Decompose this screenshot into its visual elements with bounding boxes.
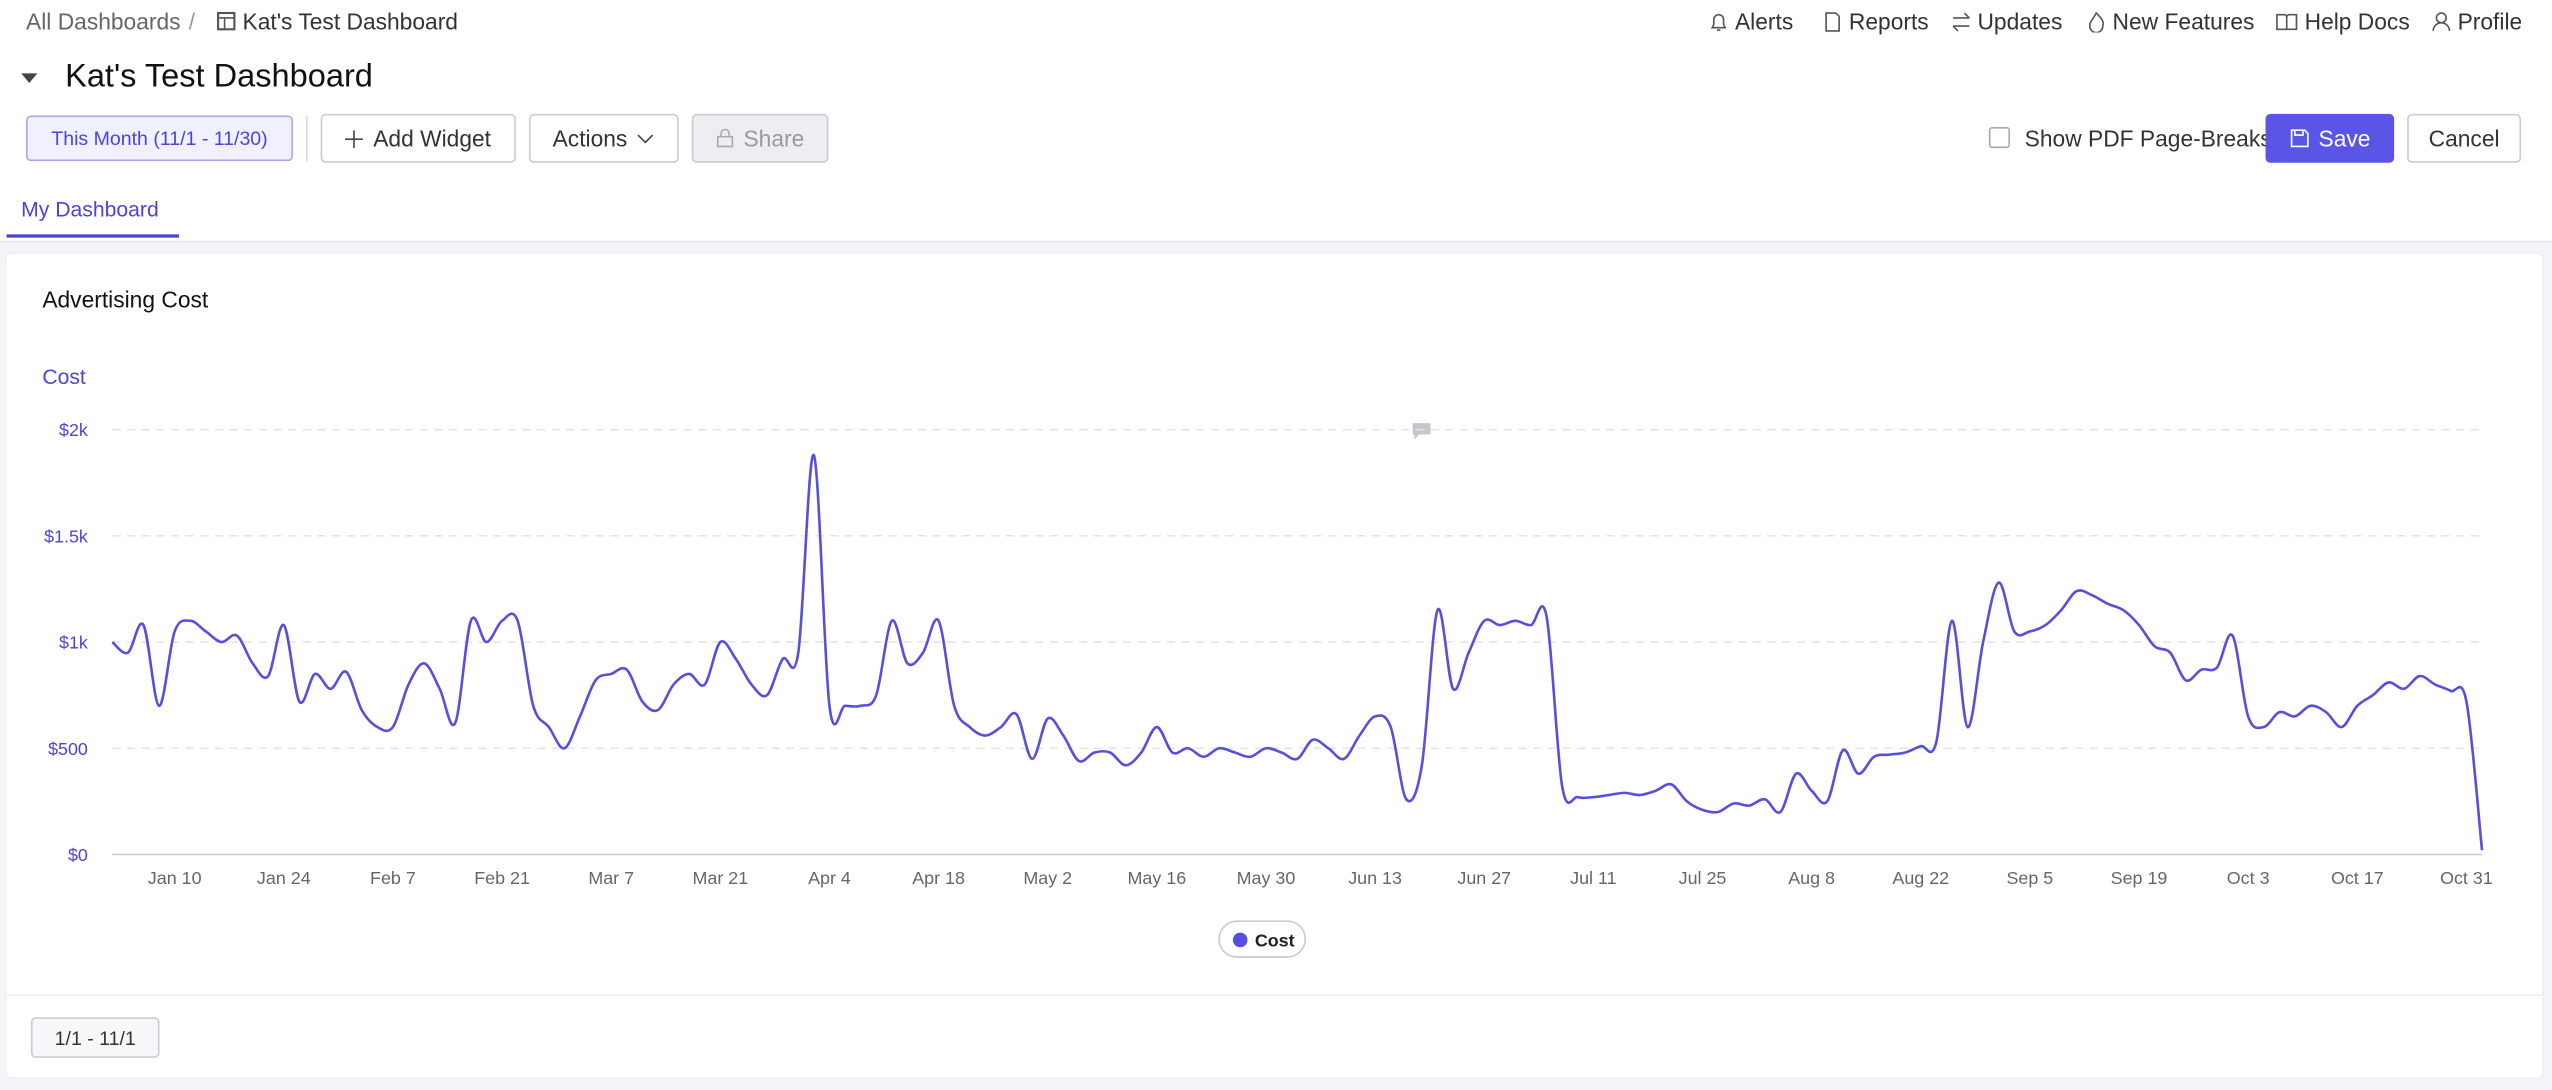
x-tick-label: Aug 22 (1892, 868, 1949, 888)
y-tick-label: $0 (68, 845, 88, 865)
footer-range[interactable]: 1/1 - 11/1 (30, 1017, 160, 1058)
nav-text: Help Docs (2304, 8, 2410, 35)
nav-new-features[interactable]: New Features (2087, 8, 2255, 35)
button-text: Add Widget (373, 125, 492, 152)
cancel-button[interactable]: Cancel (2407, 113, 2522, 163)
nav-text: New Features (2112, 8, 2255, 35)
x-tick-label: Jun 13 (1348, 868, 1402, 888)
nav-text: Updates (1977, 8, 2063, 35)
x-tick-label: Jan 10 (148, 868, 202, 888)
x-tick-label: May 30 (1237, 868, 1296, 888)
x-tick-label: Jan 24 (257, 868, 311, 888)
dashboard-title: Kat's Test Dashboard (65, 58, 373, 95)
comment-icon[interactable] (1412, 423, 1431, 440)
x-tick-label: Feb 21 (474, 868, 530, 888)
x-tick-label: Sep 5 (2007, 868, 2054, 888)
nav-text: Alerts (1734, 8, 1794, 35)
nav-updates[interactable]: Updates (1951, 8, 2062, 34)
breadcrumb-separator: / (188, 8, 196, 35)
add-widget-button[interactable]: Add Widget (320, 113, 516, 163)
nav-text: Reports (1848, 8, 1929, 35)
y-tick-label: $1k (59, 633, 88, 653)
nav-help-docs[interactable]: Help Docs (2275, 8, 2410, 35)
widget-title: Advertising Cost (42, 286, 209, 313)
x-tick-label: Feb 7 (370, 868, 416, 888)
x-tick-label: Jun 27 (1457, 868, 1511, 888)
x-tick-label: Oct 17 (2331, 868, 2384, 888)
y-tick-label: $1.5k (44, 526, 88, 546)
x-tick-label: Apr 4 (808, 868, 851, 888)
tab-label[interactable]: My Dashboard (21, 196, 159, 222)
x-tick-label: Oct 3 (2227, 868, 2270, 888)
nav-alerts[interactable]: Alerts (1709, 8, 1793, 34)
pdf-checkbox[interactable] (1988, 126, 2011, 149)
legend-swatch (1232, 932, 1248, 948)
x-tick-label: May 16 (1128, 868, 1187, 888)
actions-button[interactable]: Actions (528, 113, 679, 163)
tab-underline (6, 234, 180, 238)
divider (305, 115, 308, 162)
button-text: Save (2318, 125, 2371, 152)
date-range-button[interactable]: This Month (11/1 - 11/30) (26, 115, 293, 162)
x-tick-label: Apr 18 (912, 868, 965, 888)
nav-reports[interactable]: Reports (1823, 8, 1929, 34)
widget-divider (6, 994, 2543, 997)
save-button[interactable]: Save (2265, 113, 2395, 163)
y-axis-title: Cost (42, 366, 86, 389)
breadcrumb-link[interactable]: All Dashboards (26, 8, 181, 35)
collapse-toggle[interactable] (21, 73, 38, 86)
x-tick-label: Sep 19 (2111, 868, 2168, 888)
y-tick-label: $500 (48, 739, 88, 759)
breadcrumb-current: Kat's Test Dashboard (242, 8, 458, 35)
x-tick-label: Mar 21 (692, 868, 748, 888)
share-button[interactable]: Share (691, 113, 829, 163)
x-tick-label: Jul 25 (1679, 868, 1727, 888)
x-tick-label: Oct 31 (2440, 868, 2493, 888)
dashboard-icon (217, 11, 236, 31)
x-tick-label: Aug 8 (1788, 868, 1835, 888)
x-tick-label: May 2 (1023, 868, 1072, 888)
legend-pill (1218, 920, 1307, 958)
x-tick-label: Jul 11 (1570, 868, 1616, 888)
nav-profile[interactable]: Profile (2432, 8, 2523, 35)
y-tick-label: $2k (59, 420, 88, 440)
pdf-label: Show PDF Page-Breaks (2024, 125, 2272, 152)
legend-item[interactable]: Cost (1218, 920, 1307, 958)
legend-label: Cost (1255, 930, 1295, 950)
nav-text: Profile (2457, 8, 2523, 35)
x-tick-label: Mar 7 (588, 868, 634, 888)
button-text: Actions (552, 125, 628, 152)
line-series (111, 453, 2484, 851)
button-text: Share (743, 125, 805, 152)
